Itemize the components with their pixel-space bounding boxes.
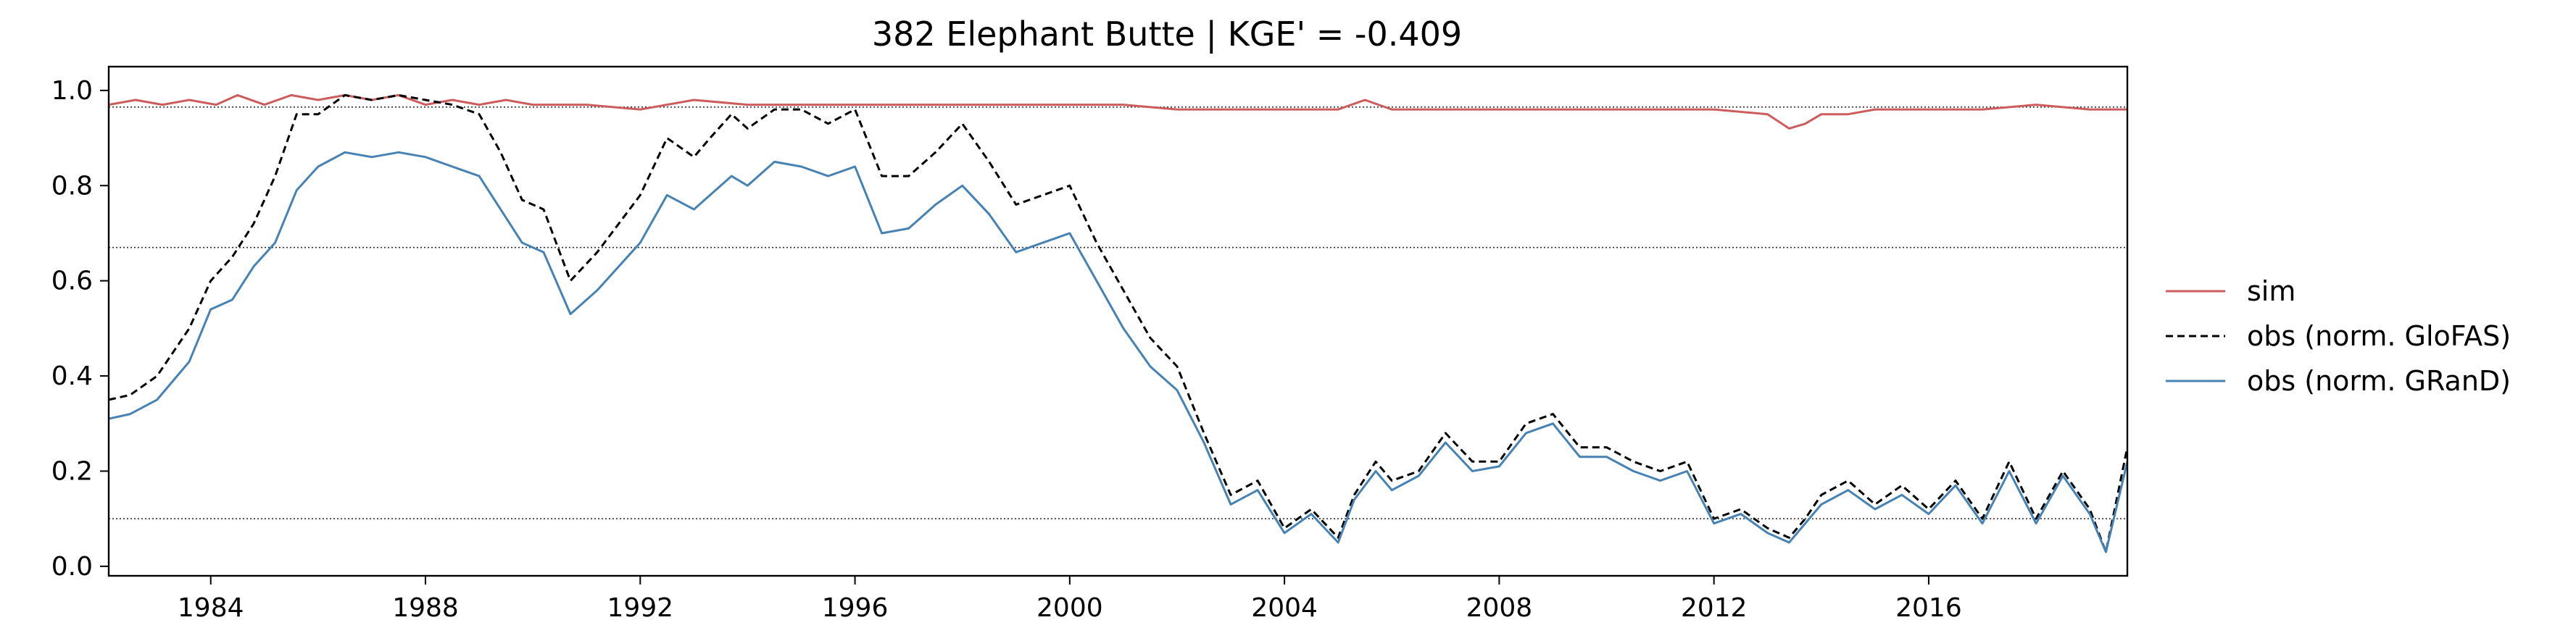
x-tick-label-2: 1992 (607, 593, 673, 623)
y-tick-label-5: 1.0 (51, 76, 93, 106)
y-tick-label-2: 0.4 (51, 361, 93, 391)
y-tick-label-0: 0.0 (51, 552, 93, 582)
x-tick-label-1: 1988 (392, 593, 459, 623)
x-tick-label-3: 1996 (822, 593, 889, 623)
x-tick-label-5: 2004 (1251, 593, 1318, 623)
x-tick-label-4: 2000 (1036, 593, 1103, 623)
plot-area: 1984 1988 1992 1996 2000 2004 2008 2012 2016 0.0 0… (51, 65, 2129, 623)
x-tick-label-0: 1984 (178, 593, 244, 623)
y-tick-label-1: 0.2 (51, 456, 93, 486)
chart-title: 382 Elephant Butte | KGE' = -0.409 (872, 14, 1462, 54)
series-line-2 (108, 151, 2129, 553)
series-line-1 (108, 93, 2129, 553)
y-tick-label-4: 0.8 (51, 171, 93, 201)
x-tick-label-6: 2008 (1466, 593, 1533, 623)
legend-label-0: sim (2247, 275, 2295, 307)
legend: sim obs (norm. GloFAS) obs (norm. GRanD) (2166, 275, 2511, 397)
series-line-0 (108, 93, 2127, 130)
y-tick-label-3: 0.6 (51, 267, 93, 296)
plot-frame (107, 65, 2129, 577)
legend-label-2: obs (norm. GRanD) (2247, 365, 2511, 397)
x-tick-label-8: 2016 (1895, 593, 1962, 623)
legend-label-1: obs (norm. GloFAS) (2247, 320, 2511, 352)
x-tick-label-7: 2012 (1681, 593, 1748, 623)
